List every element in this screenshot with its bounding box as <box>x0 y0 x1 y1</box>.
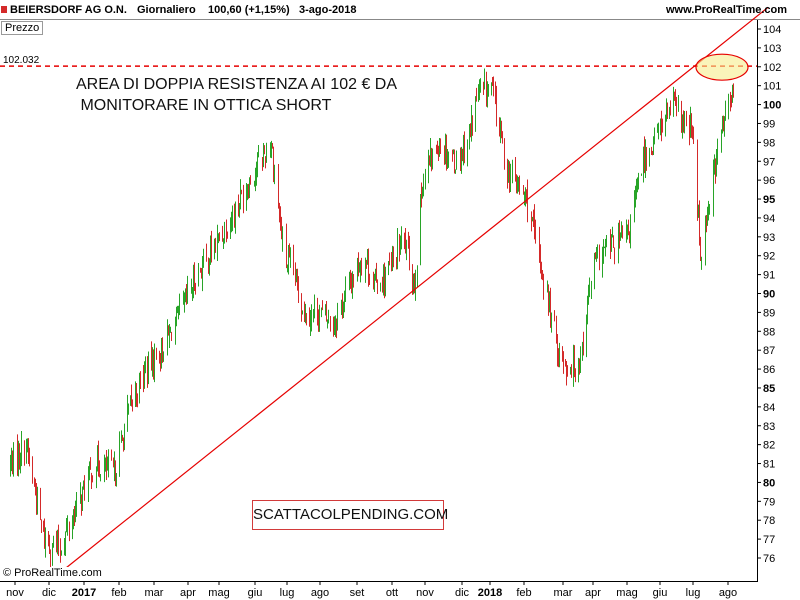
y-tick-label: 96 <box>763 175 775 187</box>
quote-label: 100,60 (+1,15%) <box>208 4 290 16</box>
watermark-box: SCATTACOLPENDING.COM <box>252 500 448 530</box>
plot-area <box>0 19 757 580</box>
y-tick-label: 76 <box>763 553 775 565</box>
price-panel-label: Prezzo <box>1 21 44 35</box>
x-tick-label: giu <box>248 587 263 599</box>
y-tick-label: 103 <box>763 43 781 55</box>
x-tick-label: ago <box>719 587 737 599</box>
y-tick-label: 84 <box>763 402 775 414</box>
y-tick-label: 100 <box>763 100 781 112</box>
y-tick-label: 88 <box>763 326 775 338</box>
site-label: www.ProRealTime.com <box>666 4 788 16</box>
y-tick-label: 92 <box>763 251 775 263</box>
candlestick-group <box>10 68 734 568</box>
resistance-value-label: 102.032 <box>3 55 40 66</box>
y-axis: 76 77 78 79 80 81 82 83 84 85 86 87 88 89 90 91 92 93 94 95… <box>757 24 781 565</box>
y-tick-label: 86 <box>763 364 775 376</box>
x-tick-label: apr <box>180 587 196 599</box>
x-tick-label: dic <box>455 587 470 599</box>
annotation-line-2: MONITORARE IN OTTICA SHORT <box>76 97 332 114</box>
y-tick-label: 80 <box>763 477 775 489</box>
x-tick-label: lug <box>686 587 701 599</box>
x-tick-label: nov <box>6 587 24 599</box>
x-tick-label: nov <box>416 587 434 599</box>
annotation-text: AREA DI DOPPIA RESISTENZA AI 102 € DA MO… <box>76 74 397 116</box>
x-tick-label: apr <box>585 587 601 599</box>
y-tick-label: 89 <box>763 307 775 319</box>
x-tick-label: 2018 <box>478 587 502 599</box>
x-tick-label: set <box>350 587 365 599</box>
y-tick-label: 94 <box>763 213 775 225</box>
y-tick-label: 101 <box>763 81 781 93</box>
y-tick-label: 102 <box>763 62 781 74</box>
annotation-line-1: AREA DI DOPPIA RESISTENZA AI 102 € DA <box>76 76 398 93</box>
x-tick-label: ott <box>386 587 398 599</box>
y-tick-label: 91 <box>763 270 775 282</box>
x-tick-label: 2017 <box>72 587 96 599</box>
y-tick-label: 97 <box>763 156 775 168</box>
x-tick-label: mar <box>145 587 164 599</box>
date-label: 3-ago-2018 <box>299 4 357 16</box>
instrument-title: BEIERSDORF AG O.N. <box>10 4 127 16</box>
overlay-group: 102.032 <box>0 6 769 574</box>
x-tick-label: ago <box>311 587 329 599</box>
y-tick-label: 77 <box>763 534 775 546</box>
header-icon <box>1 6 7 13</box>
y-tick-label: 81 <box>763 459 775 471</box>
x-tick-label: dic <box>42 587 57 599</box>
y-tick-label: 78 <box>763 515 775 527</box>
y-tick-label: 95 <box>763 194 775 206</box>
y-tick-label: 98 <box>763 137 775 149</box>
y-tick-label: 85 <box>763 383 775 395</box>
y-tick-label: 79 <box>763 496 775 508</box>
x-tick-label: feb <box>111 587 126 599</box>
resistance-highlight-ellipse <box>695 53 749 81</box>
x-tick-label: mag <box>208 587 229 599</box>
x-axis: nov dic 2017 feb mar apr mag giu lug ago set ott nov… <box>6 581 737 599</box>
frequency-label: Giornaliero <box>137 4 196 16</box>
x-tick-label: feb <box>516 587 531 599</box>
y-tick-label: 99 <box>763 118 775 130</box>
y-tick-label: 93 <box>763 232 775 244</box>
x-tick-label: giu <box>653 587 668 599</box>
copyright-label: © ProRealTime.com <box>3 567 102 579</box>
x-tick-label: mag <box>616 587 637 599</box>
y-tick-label: 87 <box>763 345 775 357</box>
x-tick-label: mar <box>554 587 573 599</box>
x-tick-label: lug <box>280 587 295 599</box>
y-tick-label: 104 <box>763 24 781 36</box>
y-tick-label: 83 <box>763 421 775 433</box>
trendline <box>59 6 769 574</box>
y-tick-label: 82 <box>763 440 775 452</box>
y-tick-label: 90 <box>763 289 775 301</box>
